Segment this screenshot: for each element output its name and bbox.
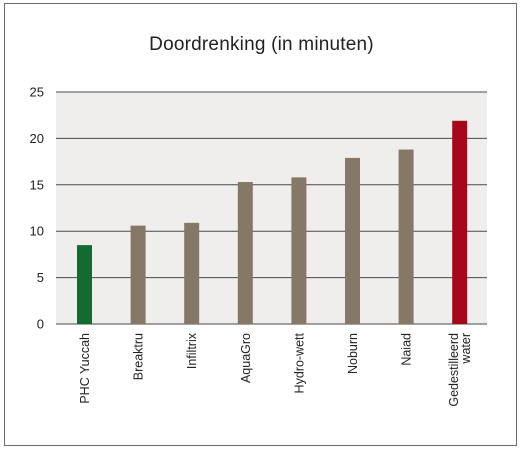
x-category-label: Hydro-wett (292, 332, 306, 393)
bar-aquagro (237, 182, 253, 324)
bar-naiad (398, 149, 414, 324)
x-category-label: PHC Yuccah (78, 333, 92, 404)
x-category-label-line: AquaGro (239, 333, 253, 383)
y-tick-label: 0 (37, 317, 44, 332)
y-tick-label: 20 (30, 131, 44, 146)
bars (77, 120, 468, 324)
x-category-label-line: Breaktru (132, 333, 146, 380)
x-category-label-line: Hydro-wett (292, 332, 306, 393)
bar-infiltrix (184, 222, 200, 324)
bar-hydro-wett (291, 177, 307, 324)
bar-gedestilleerd-water (452, 120, 468, 324)
y-tick-label: 15 (30, 177, 44, 192)
x-category-label: Breaktru (132, 333, 146, 380)
y-axis-ticks: 0 5 10 15 20 25 (30, 85, 44, 332)
bar-breaktru (130, 225, 146, 324)
x-category-label-line: Infiltrix (185, 332, 199, 369)
x-category-label-line: Noburn (346, 333, 360, 374)
x-category-label-line: Gedestilleerd (447, 333, 461, 407)
x-category-label: AquaGro (239, 333, 253, 383)
x-category-label: Infiltrix (185, 332, 199, 369)
x-axis-labels: PHC Yuccah Breaktru Infiltrix AquaGro Hydro-… (78, 332, 473, 406)
x-category-label-line: Naiad (400, 333, 414, 366)
chart-title: Doordrenking (in minuten) (149, 34, 374, 55)
x-category-label: Naiad (400, 333, 414, 366)
bar-noburn (345, 157, 360, 324)
plot-area (56, 92, 487, 324)
y-tick-label: 5 (37, 270, 44, 285)
x-category-label-line: PHC Yuccah (78, 333, 92, 404)
x-category-label-line: water (459, 333, 473, 365)
x-category-label: Noburn (346, 333, 360, 374)
gridlines (56, 91, 487, 325)
x-category-label: Gedestilleerdwater (447, 333, 473, 407)
y-tick-label: 10 (30, 224, 44, 239)
y-tick-label: 25 (30, 85, 44, 100)
bar-phc-yuccah (77, 245, 92, 324)
